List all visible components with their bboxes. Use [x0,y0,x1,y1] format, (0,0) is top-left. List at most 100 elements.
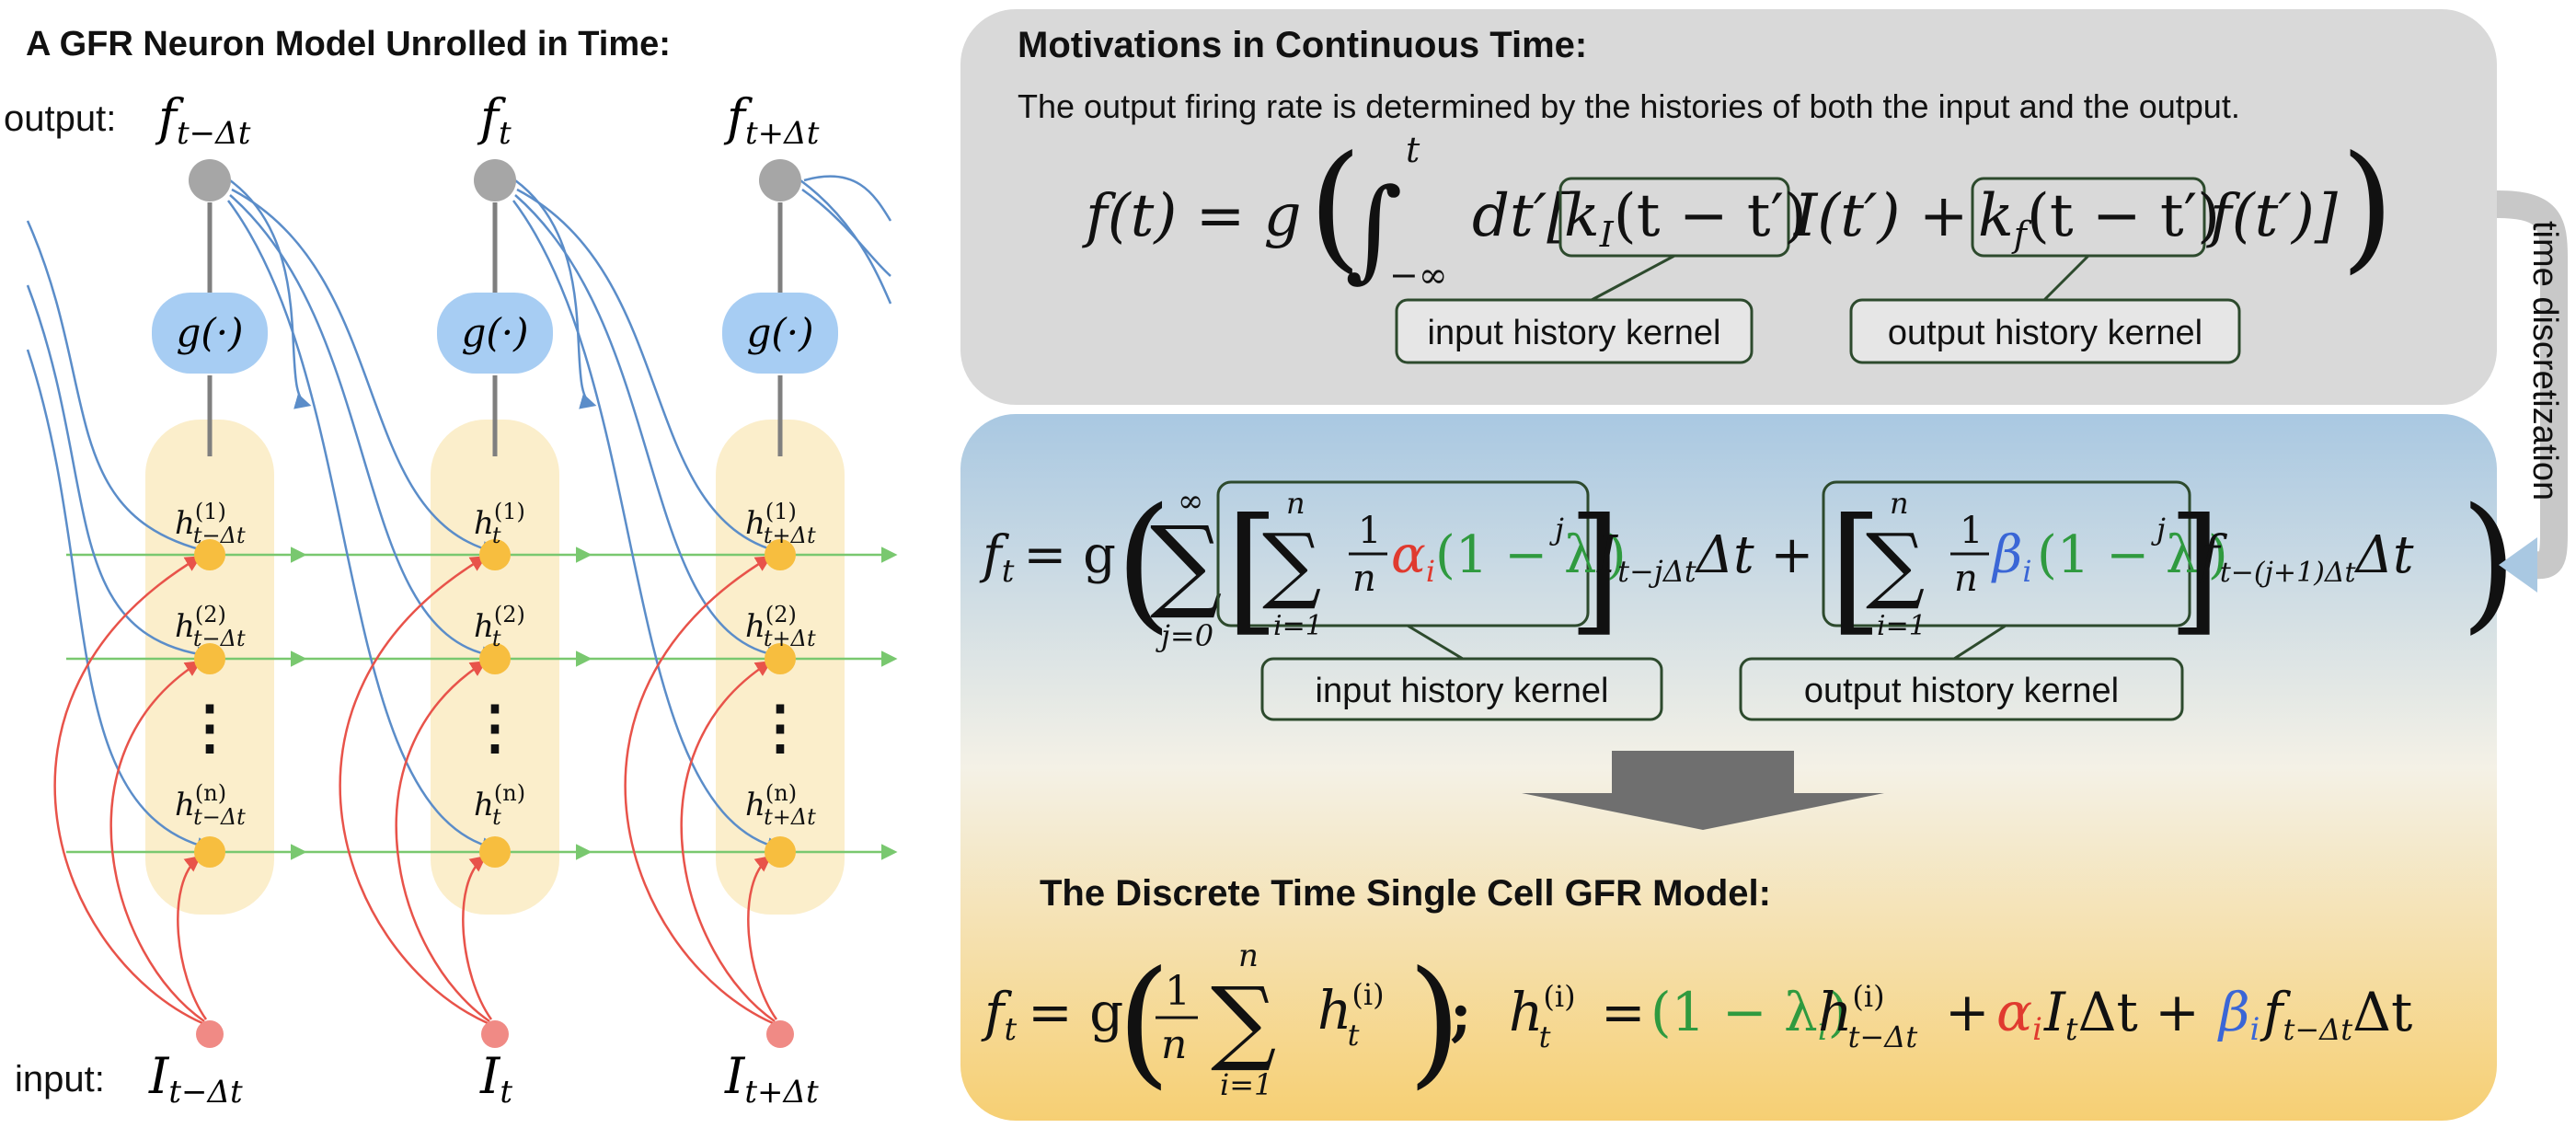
output-node [759,159,801,201]
hidden-label: h(2) t [474,602,525,651]
svg-text:(: ( [1115,476,1172,648]
svg-text:h(i)t: h(i) t [1317,977,1385,1053]
connector-arrowhead [2499,537,2537,593]
activation-box [722,293,838,374]
svg-text:(: ( [1117,942,1171,1102]
svg-text:αi: αi [1996,981,2042,1048]
svg-text:αi: αi [1391,525,1435,589]
svg-text:∑: ∑ [1150,504,1223,622]
svg-text:βi: βi [2217,981,2260,1048]
output-kernel-label: output history kernel [1888,314,2202,352]
svg-text:n: n [1954,558,1978,600]
svg-text:n: n [1352,558,1376,600]
hidden-state-labels: h(1) t−Δt h(2) t−Δt h(n) t−Δt h(1) t h(2) t h… [175,499,816,830]
svg-text:I(t′) +: I(t′) + [1793,182,1968,250]
input-node [766,1020,794,1048]
svg-text:f(t) = g: f(t) = g [1082,182,1302,250]
svg-text:−∞: −∞ [1389,255,1448,295]
svg-text:n: n [1286,486,1305,521]
continuous-time-box: Motivations in Continuous Time: The outp… [960,9,2497,405]
svg-text:i=1: i=1 [1273,610,1323,642]
recurrent-lines [66,547,898,860]
svg-text:f(t′)]: f(t′)] [2206,182,2339,250]
hidden-label: h(1) t [474,499,525,548]
feedback-curves [26,175,892,854]
input-row-label: input: [15,1059,105,1099]
output-row-label: output: [4,98,116,139]
svg-text:⋮: ⋮ [466,693,524,762]
svg-text:(1 − λi): (1 − λi) [1435,525,1627,589]
continuous-equation: f(t) = g ( ∫ t −∞ dt′[ kI(t − t′) I(t′) … [1082,127,2395,295]
down-arrow [1522,751,1884,830]
svg-text:n: n [1161,1021,1187,1068]
svg-text:n: n [1238,938,1259,974]
svg-text:]: ] [1568,489,1622,650]
svg-text:∫: ∫ [1345,166,1403,294]
svg-text:dt′[: dt′[ [1472,182,1570,250]
svg-text:ItΔt +: ItΔt + [2043,981,2200,1048]
input-symbol: It+Δt [724,1047,819,1111]
input-node [481,1020,509,1048]
g-label: g(·) [461,310,528,355]
svg-text:kf(t − t′): kf(t − t′) [1978,182,2220,255]
column-connectors [207,202,783,456]
svg-text:1: 1 [1165,968,1190,1015]
svg-text:=: = [1601,981,1646,1043]
svg-text:): ) [2340,127,2395,287]
output-node [474,159,516,201]
svg-text:∞: ∞ [1178,483,1203,520]
svg-text:ft−(j+1)ΔtΔt: ft−(j+1)ΔtΔt [2197,525,2414,589]
input-node [196,1020,224,1048]
input-symbol: It−Δt [148,1047,243,1111]
input-kernel-label: input history kernel [1428,314,1721,352]
output-symbol: ft+Δt [723,88,820,152]
final-equation: ft = g ( 1 n ∑ n i=1 h(i) t ) ; h(i) t = (1… [981,938,2412,1102]
svg-text:ft−ΔtΔt: ft−ΔtΔt [2260,981,2412,1047]
svg-text:1: 1 [1960,510,1983,552]
input-symbol: It [479,1047,512,1111]
input-kernel-label: input history kernel [1316,672,1609,710]
output-kernel-label-box [1849,298,2241,364]
svg-text:⋮: ⋮ [751,693,810,762]
svg-text:]: ] [2168,489,2222,650]
output-symbol: ft [477,88,512,152]
svg-text:h(i)t: h(i) t [1509,979,1576,1054]
svg-text:): ) [1408,942,1462,1102]
svg-text:t: t [1406,130,1420,170]
activation-box [152,293,268,374]
hidden-label: h(n) t+Δt [745,780,816,830]
output-kernel-label-box [1739,657,2184,721]
svg-text:;: ; [1450,980,1472,1049]
g-label: g(·) [746,310,813,355]
svg-text:j=0: j=0 [1156,618,1213,653]
discrete-equation: ft = g ( ∑ ∞ j=0 [ ∑ n i=1 1 n αi (1 − λi… [979,476,2517,653]
output-kernel-label: output history kernel [1804,672,2119,710]
input-kernel-label-box [1395,298,1754,364]
svg-text:1: 1 [1358,510,1381,552]
svg-text:βi: βi [1991,525,2032,589]
hidden-nodes [194,539,796,868]
svg-text:h(i)t−Δt: h(i) t−Δt [1818,979,1917,1054]
input-kernel-label-box [1260,657,1663,721]
input-curves [53,556,778,1025]
svg-text:∑: ∑ [1211,967,1276,1075]
svg-text:(1 − λi): (1 − λi) [1650,981,1848,1048]
svg-text:i=1: i=1 [1220,1067,1272,1102]
svg-text:+: + [1945,981,1990,1043]
hidden-label: h(2) t+Δt [745,602,816,651]
svg-text:ft= g: ft = g [981,981,1123,1048]
discrete-time-box: ft = g ( ∑ ∞ j=0 [ ∑ n i=1 1 n αi (1 − λi… [960,414,2517,1121]
left-panel-title: A GFR Neuron Model Unrolled in Time: [26,25,671,63]
ellipsis: ⋮ ⋮ ⋮ [180,693,810,762]
svg-text:[: [ [1225,489,1280,650]
connector-band [2496,190,2568,580]
svg-text:[: [ [1829,489,1883,650]
svg-text:i=1: i=1 [1877,610,1926,642]
svg-text:∑: ∑ [1866,516,1925,613]
discrete-model-title: The Discrete Time Single Cell GFR Model: [1040,873,1771,914]
continuous-description: The output firing rate is determined by … [1018,87,2240,125]
output-node [189,159,231,201]
svg-text:(: ( [1308,127,1363,287]
time-discretization-label: time discretization [2525,221,2564,501]
